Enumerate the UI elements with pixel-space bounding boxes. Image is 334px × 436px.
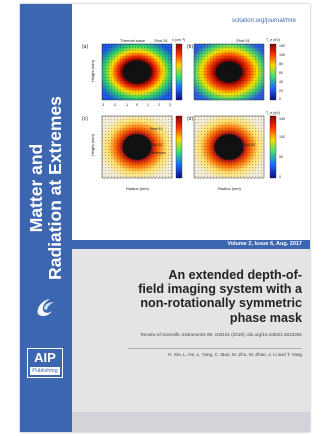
x-tick: -1 — [125, 103, 128, 107]
panel-c-ylabel: Height (mm) — [90, 133, 95, 156]
panel-c-label-shot51: Shot 51 — [150, 127, 162, 131]
panel-label-a: (a) — [82, 44, 88, 50]
colorbar-b-tick: 150 — [279, 44, 285, 48]
colorbar-c — [175, 115, 183, 179]
journal-title: Matter and Radiation at Extremes — [26, 96, 65, 280]
panel-d-label-shock: Shock 53 — [240, 143, 255, 147]
article-title-line: phase mask — [229, 310, 302, 325]
panel-b-mesh — [194, 44, 264, 100]
colorbar-left — [175, 43, 183, 101]
journal-emblem-icon — [37, 299, 54, 317]
x-tick: -2 — [113, 103, 116, 107]
colorbar-b-tick: 40 — [279, 80, 283, 84]
panel-d-xlabel: Radius (mm) — [218, 186, 242, 191]
panel-a-mesh — [102, 44, 172, 100]
panel-c-xlabel: Radius (mm) — [126, 186, 150, 191]
bottom-strip — [72, 412, 310, 432]
article-panel — [72, 249, 310, 432]
publisher-logo-subtext: Publishing — [30, 367, 60, 375]
panel-c-mesh — [102, 116, 172, 178]
journal-title-line-1: Matter and — [26, 143, 46, 233]
colorbar-d-tick: 50 — [279, 155, 283, 159]
panel-a-ylabel: Height (mm) — [90, 59, 95, 82]
article-title-line: non-rotationally symmetric — [140, 296, 302, 311]
colorbar-b-tick: 0 — [279, 97, 281, 101]
article-title-line: An extended depth-of- — [168, 268, 302, 282]
journal-url: scitation.org/journal/mre — [231, 18, 296, 24]
colorbar-d-tick: 100 — [279, 135, 285, 139]
colorbar-left-label: n (cm⁻³) — [172, 38, 185, 42]
panel-b-shot-label: Shot 51 — [236, 38, 251, 43]
x-tick: 0 — [136, 103, 138, 107]
x-tick: 1 — [147, 103, 149, 107]
divider — [128, 348, 302, 349]
colorbar-d-tick: 0 — [279, 175, 281, 179]
panel-a-title: Thermal wave — [120, 38, 146, 43]
panel-a-shot-label: Shot 51 — [154, 38, 169, 43]
panel-c-border — [101, 115, 173, 179]
panel-d-border — [193, 115, 265, 179]
cover-spine: Matter and Radiation at Extremes AIP Pub… — [20, 4, 72, 432]
article-authors: H. Xie, L. He, L. Yang, C. Mao, M. Zhu, … — [168, 352, 302, 357]
volume-info: Volume 2, Issue 6, Aug. 2017 — [227, 241, 302, 247]
x-tick: 3 — [169, 103, 171, 107]
x-tick: 2 — [158, 103, 160, 107]
panel-label-b: (b) — [187, 44, 193, 50]
article-title-line: field imaging system with a — [138, 282, 302, 297]
x-tick: -3 — [101, 103, 104, 107]
colorbar-right-label: T_e (eV) — [266, 38, 280, 42]
colorbar-d-tick: 150 — [279, 117, 285, 121]
colorbar-b-tick: 20 — [279, 89, 283, 93]
publisher-logo-text: AIP — [34, 350, 56, 365]
colorbar-b-tick: 60 — [279, 71, 283, 75]
colorbar-d-label: T_e (eV) — [266, 111, 280, 115]
article-title: An extended depth-of- field imaging syst… — [106, 268, 302, 325]
colorbar-right — [269, 43, 277, 101]
publisher-logo: AIP Publishing — [27, 348, 63, 378]
volume-bar: Volume 2, Issue 6, Aug. 2017 — [72, 240, 310, 249]
colorbar-b-tick: 100 — [279, 53, 285, 57]
panel-c-label-shot52: Shot 52 — [150, 143, 162, 147]
panel-label-d: (d) — [187, 116, 193, 122]
panel-a-border — [101, 43, 173, 101]
journal-title-line-2: Radiation at Extremes — [45, 96, 65, 280]
article-citation: Review of Scientific Instruments 89, 103… — [140, 332, 302, 337]
journal-cover: Matter and Radiation at Extremes AIP Pub… — [20, 4, 310, 432]
colorbar-d — [269, 115, 277, 179]
panel-c-label-hohlraum: Hohlraum — [150, 151, 166, 155]
panel-b-border — [193, 43, 265, 101]
panel-label-c: (c) — [82, 116, 88, 122]
cover-figure: (a) Thermal wave Shot 51 Height (mm) n (… — [82, 38, 285, 191]
colorbar-b-tick: 80 — [279, 62, 283, 66]
panel-d-mesh — [194, 116, 264, 178]
